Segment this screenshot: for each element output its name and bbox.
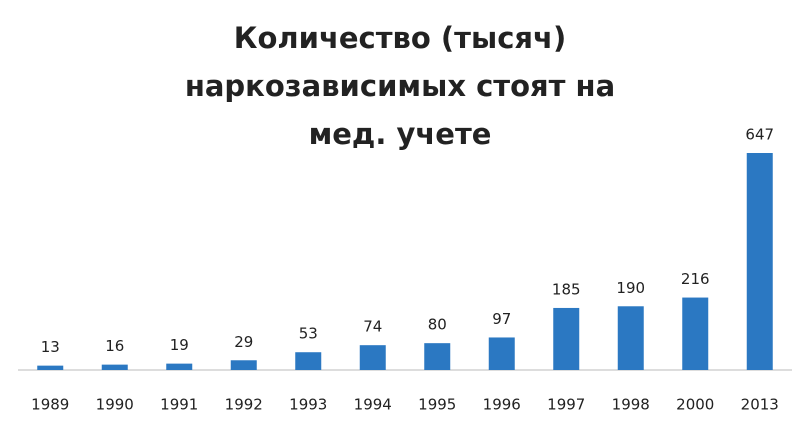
value-label: 97 — [492, 310, 511, 328]
value-label: 74 — [363, 318, 382, 336]
x-tick-label: 1997 — [547, 396, 585, 414]
x-tick-label: 1992 — [225, 396, 263, 414]
bar — [359, 345, 386, 370]
x-tick-label: 1991 — [160, 396, 198, 414]
bar — [617, 306, 644, 370]
value-label: 190 — [616, 279, 645, 297]
value-label: 19 — [170, 336, 189, 354]
x-tick-label: 1989 — [31, 396, 69, 414]
x-tick-label: 2000 — [676, 396, 714, 414]
value-label: 13 — [41, 338, 60, 356]
chart-title: Количество (тысяч) наркозависимых стоят … — [184, 21, 616, 151]
value-label: 16 — [105, 337, 124, 355]
x-tick-label: 2013 — [741, 396, 779, 414]
bar — [682, 297, 709, 370]
bar — [488, 337, 515, 370]
x-tick-label: 1993 — [289, 396, 327, 414]
x-tick-label: 1998 — [612, 396, 650, 414]
value-label: 80 — [428, 316, 447, 334]
bar — [230, 360, 257, 370]
bar — [746, 153, 773, 370]
bar — [37, 365, 64, 370]
value-label: 185 — [552, 280, 581, 298]
bar — [295, 352, 322, 370]
bar — [553, 307, 580, 370]
value-label: 216 — [681, 270, 710, 288]
bar — [101, 364, 128, 370]
x-tick-label: 1994 — [354, 396, 392, 414]
x-tick-label: 1996 — [483, 396, 521, 414]
bar — [166, 363, 193, 370]
bar — [424, 343, 451, 370]
value-label: 53 — [299, 325, 318, 343]
x-tick-label: 1990 — [96, 396, 134, 414]
value-label: 647 — [745, 126, 774, 144]
value-label: 29 — [234, 333, 253, 351]
x-tick-label: 1995 — [418, 396, 456, 414]
